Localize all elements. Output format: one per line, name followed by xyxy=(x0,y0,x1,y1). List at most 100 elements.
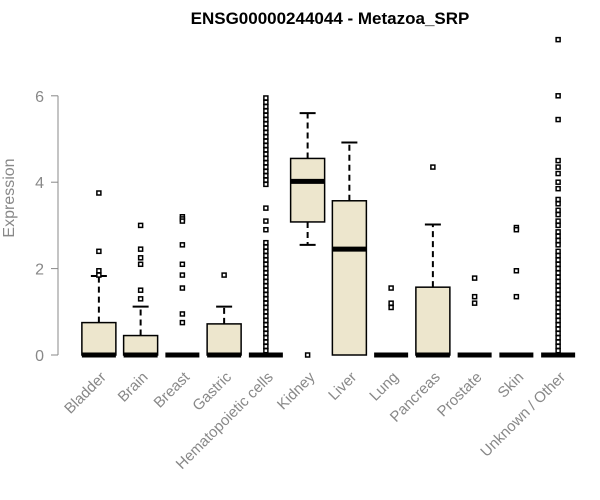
outlier-point xyxy=(179,319,186,326)
box-iqr xyxy=(122,334,159,356)
outlier-point xyxy=(555,270,561,276)
outlier-point xyxy=(555,347,561,354)
outlier-point xyxy=(471,293,478,300)
outlier-point xyxy=(263,112,269,118)
outlier-point xyxy=(263,343,269,350)
outlier-point xyxy=(555,211,561,218)
outlier-point xyxy=(137,255,144,261)
outlier-point xyxy=(263,300,269,306)
box-unknown-other xyxy=(541,36,576,358)
outlier-point xyxy=(263,322,269,328)
outlier-point xyxy=(263,347,269,354)
outlier-point xyxy=(263,151,269,157)
y-tick-label: 2 xyxy=(35,262,44,279)
outlier-point xyxy=(263,261,269,268)
y-tick-label: 6 xyxy=(35,89,44,106)
outlier-point xyxy=(555,313,561,319)
outlier-point xyxy=(263,129,269,136)
outlier-point xyxy=(179,311,186,317)
outlier-point xyxy=(263,283,269,289)
outlier-point xyxy=(263,339,269,345)
outlier-point xyxy=(263,108,269,114)
outlier-point xyxy=(555,326,561,332)
outlier-point xyxy=(96,248,102,255)
box-brain xyxy=(122,222,159,358)
outlier-point xyxy=(263,226,269,233)
y-axis: 0 2 4 6 xyxy=(35,89,59,365)
outlier-point xyxy=(555,291,561,298)
box-prostate xyxy=(457,275,492,358)
y-tick-label: 0 xyxy=(35,348,44,365)
x-tick-label: Skin xyxy=(495,369,528,402)
outlier-point xyxy=(388,285,394,291)
outlier-point xyxy=(263,164,269,170)
outlier-point xyxy=(555,179,561,185)
box-plot-series xyxy=(81,36,576,358)
outlier-point xyxy=(263,218,269,224)
outlier-point xyxy=(388,304,394,311)
box-skin xyxy=(499,224,534,358)
outlier-point xyxy=(555,93,561,99)
outlier-point xyxy=(263,278,269,285)
outlier-point xyxy=(555,283,561,289)
box-pancreas xyxy=(415,164,451,358)
outlier-point xyxy=(555,242,561,248)
outlier-point xyxy=(263,252,269,259)
box-iqr xyxy=(331,200,368,356)
outlier-point xyxy=(513,268,520,274)
chart-title: ENSG00000244044 - Metazoa_SRP xyxy=(191,9,470,28)
outlier-point xyxy=(263,257,269,263)
outlier-point xyxy=(555,36,561,43)
outlier-point xyxy=(263,95,269,101)
box-liver xyxy=(331,141,368,356)
outlier-point xyxy=(263,134,269,140)
box-iqr xyxy=(206,323,242,356)
outlier-point xyxy=(179,242,186,248)
box-hematopoietic-cells xyxy=(248,95,283,358)
outlier-point xyxy=(555,252,561,259)
outlier-point xyxy=(555,300,561,306)
outlier-point xyxy=(179,285,186,291)
outlier-point xyxy=(263,168,269,175)
outlier-point xyxy=(263,296,269,302)
outlier-point xyxy=(555,237,561,244)
outlier-point xyxy=(430,164,436,170)
outlier-point xyxy=(263,270,269,276)
outlier-point xyxy=(263,103,269,110)
outlier-point xyxy=(555,322,561,328)
outlier-point xyxy=(555,309,561,315)
outlier-point xyxy=(263,317,269,324)
outlier-point xyxy=(263,181,269,188)
outlier-point xyxy=(555,170,561,177)
outlier-point xyxy=(471,275,478,281)
outlier-point xyxy=(388,300,394,306)
outlier-point xyxy=(555,185,561,192)
box-breast xyxy=(165,214,200,358)
x-tick-label: Bladder xyxy=(61,369,110,418)
outlier-point xyxy=(263,160,269,166)
box-iqr xyxy=(289,157,326,223)
box-bladder xyxy=(81,190,117,358)
box-lung xyxy=(374,285,409,358)
x-tick-label: Breast xyxy=(151,368,194,411)
outlier-point xyxy=(555,207,561,214)
outlier-point xyxy=(263,265,269,272)
outlier-point xyxy=(263,334,269,341)
outlier-point xyxy=(137,246,144,252)
outlier-point xyxy=(137,222,144,229)
y-axis-title: Expression xyxy=(1,158,18,237)
outlier-point xyxy=(263,177,269,183)
outlier-point xyxy=(555,222,561,229)
outlier-point xyxy=(263,309,269,315)
outlier-point xyxy=(96,190,102,196)
outlier-point xyxy=(555,343,561,350)
outlier-point xyxy=(555,339,561,345)
outlier-point xyxy=(179,272,186,278)
y-tick-label: 4 xyxy=(35,175,44,192)
outlier-point xyxy=(555,248,561,255)
outlier-point xyxy=(555,157,561,164)
x-tick-label: Prostate xyxy=(434,369,486,421)
outlier-point xyxy=(263,239,269,246)
